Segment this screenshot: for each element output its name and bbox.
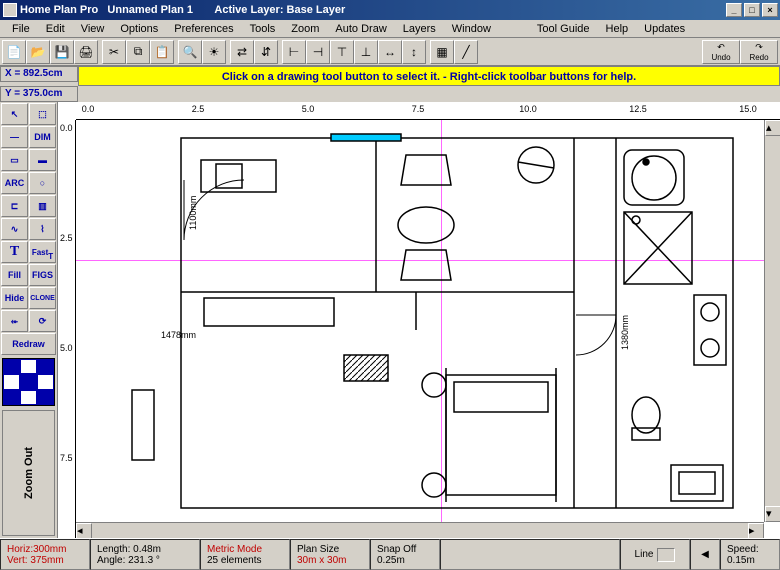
status-speed: 0.15m xyxy=(727,555,773,566)
align-m-button[interactable]: ↔ xyxy=(378,40,402,64)
menu-toolguide[interactable]: Tool Guide xyxy=(529,21,598,37)
ruler-vertical: 0.0 2.5 5.0 7.5 xyxy=(58,120,76,538)
menu-options[interactable]: Options xyxy=(112,21,166,37)
scroll-right-button[interactable]: ▸ xyxy=(748,523,764,538)
redraw-button[interactable]: Redraw xyxy=(1,333,56,355)
tool-text[interactable]: T xyxy=(1,241,28,263)
hint-bar: Click on a drawing tool button to select… xyxy=(78,66,780,86)
tool-hide[interactable]: Hide xyxy=(1,287,28,309)
redo-button[interactable]: ↷Redo xyxy=(740,40,778,64)
tool-fast-text[interactable]: FastT xyxy=(29,241,56,263)
floorplan-svg: 1100mm 1478mm 1380mm xyxy=(76,120,776,538)
scrollbar-horizontal[interactable]: ◂ ▸ xyxy=(76,522,764,538)
cut-button[interactable]: ✂ xyxy=(102,40,126,64)
dim-label-3: 1380mm xyxy=(620,315,630,350)
tool-misc-1[interactable]: ⬰ xyxy=(1,310,28,332)
tool-rect-fill[interactable]: ▬ xyxy=(29,149,56,171)
status-elements: 25 elements xyxy=(207,555,283,566)
tool-dim[interactable]: DIM xyxy=(29,126,56,148)
tool-line[interactable]: — xyxy=(1,126,28,148)
find-button[interactable]: 🔍 xyxy=(178,40,202,64)
menu-tools[interactable]: Tools xyxy=(242,21,284,37)
main-toolbar: 📄 📂 💾 🖨 ✂ ⧉ 📋 🔍 ☀ ⇄ ⇵ ⊢ ⊣ ⊤ ⊥ ↔ ↕ ▦ ╱ ↶U… xyxy=(0,38,780,66)
menu-bar: File Edit View Options Preferences Tools… xyxy=(0,20,780,38)
flip-v-button[interactable]: ⇵ xyxy=(254,40,278,64)
maximize-button[interactable]: □ xyxy=(744,3,760,17)
scroll-down-button[interactable]: ▾ xyxy=(765,506,780,522)
left-toolbox: ↖ ⬚ — DIM ▭ ▬ ARC ○ ⊏ ▥ ∿ ⌇ T FastT Fill… xyxy=(0,102,58,538)
zoom-out-button[interactable]: Zoom Out xyxy=(2,410,55,536)
tool-window[interactable]: ▥ xyxy=(29,195,56,217)
grid-button[interactable]: ▦ xyxy=(430,40,454,64)
status-bar: Horiz:300mm Vert: 375mm Length: 0.48m An… xyxy=(0,538,780,570)
dim-label-1: 1100mm xyxy=(188,196,198,230)
status-mode: Metric Mode xyxy=(207,544,283,555)
tool-rect[interactable]: ▭ xyxy=(1,149,28,171)
tool-misc-2[interactable]: ⟳ xyxy=(29,310,56,332)
slider-left-icon[interactable]: ◀ xyxy=(701,549,709,560)
misc-button[interactable]: ╱ xyxy=(454,40,478,64)
status-horiz: Horiz:300mm xyxy=(7,544,83,555)
menu-updates[interactable]: Updates xyxy=(636,21,693,37)
tool-preview-box xyxy=(657,548,675,562)
menu-view[interactable]: View xyxy=(73,21,113,37)
zoom-button[interactable]: ☀ xyxy=(202,40,226,64)
align-c-button[interactable]: ⊣ xyxy=(306,40,330,64)
scrollbar-vertical[interactable]: ▴ ▾ xyxy=(764,120,780,522)
drawing-canvas[interactable]: 0.0 2.5 5.0 7.5 10.0 12.5 15.0 0.0 2.5 5… xyxy=(58,102,780,538)
status-snap: Snap Off xyxy=(377,544,433,555)
print-button[interactable]: 🖨 xyxy=(74,40,98,64)
status-tool: Line xyxy=(635,549,654,560)
open-button[interactable]: 📂 xyxy=(26,40,50,64)
menu-layers[interactable]: Layers xyxy=(395,21,444,37)
tool-clone[interactable]: CLONE xyxy=(29,287,56,309)
align-r-button[interactable]: ⊤ xyxy=(330,40,354,64)
title-bar: Home Plan Pro Unnamed Plan 1 Active Laye… xyxy=(0,0,780,20)
tool-wall[interactable]: ∿ xyxy=(1,218,28,240)
menu-preferences[interactable]: Preferences xyxy=(166,21,241,37)
coord-y: Y = 375.0cm xyxy=(0,86,78,102)
scroll-left-button[interactable]: ◂ xyxy=(76,523,92,538)
align-b-button[interactable]: ↕ xyxy=(402,40,426,64)
tool-fill[interactable]: Fill xyxy=(1,264,28,286)
close-button[interactable]: × xyxy=(762,3,778,17)
status-plansize-label: Plan Size xyxy=(297,544,363,555)
tool-select-box[interactable]: ⬚ xyxy=(29,103,56,125)
minimize-button[interactable]: _ xyxy=(726,3,742,17)
align-l-button[interactable]: ⊢ xyxy=(282,40,306,64)
scroll-up-button[interactable]: ▴ xyxy=(765,120,780,136)
pattern-preview[interactable] xyxy=(2,358,55,406)
status-length: Length: 0.48m xyxy=(97,544,193,555)
paste-button[interactable]: 📋 xyxy=(150,40,174,64)
tool-arc[interactable]: ARC xyxy=(1,172,28,194)
coord-x: X = 892.5cm xyxy=(0,66,78,82)
title-app: Home Plan Pro Unnamed Plan 1 Active Laye… xyxy=(2,4,345,16)
menu-zoom[interactable]: Zoom xyxy=(283,21,327,37)
status-snapval: 0.25m xyxy=(377,555,433,566)
app-icon xyxy=(3,3,17,17)
align-t-button[interactable]: ⊥ xyxy=(354,40,378,64)
status-vert: Vert: 375mm xyxy=(7,555,83,566)
menu-autodraw[interactable]: Auto Draw xyxy=(327,21,394,37)
tool-figs[interactable]: FIGS xyxy=(29,264,56,286)
menu-help[interactable]: Help xyxy=(598,21,637,37)
tool-circle[interactable]: ○ xyxy=(29,172,56,194)
dim-label-2: 1478mm xyxy=(161,330,196,340)
status-plansize: 30m x 30m xyxy=(297,555,363,566)
tool-select-arrow[interactable]: ↖ xyxy=(1,103,28,125)
save-button[interactable]: 💾 xyxy=(50,40,74,64)
copy-button[interactable]: ⧉ xyxy=(126,40,150,64)
new-button[interactable]: 📄 xyxy=(2,40,26,64)
ruler-horizontal: 0.0 2.5 5.0 7.5 10.0 12.5 15.0 xyxy=(76,102,780,120)
status-angle: Angle: 231.3 ° xyxy=(97,555,193,566)
menu-window[interactable]: Window xyxy=(444,21,499,37)
status-speed-label: Speed: xyxy=(727,544,773,555)
flip-h-button[interactable]: ⇄ xyxy=(230,40,254,64)
tool-door[interactable]: ⊏ xyxy=(1,195,28,217)
menu-file[interactable]: File xyxy=(4,21,38,37)
menu-edit[interactable]: Edit xyxy=(38,21,73,37)
undo-button[interactable]: ↶Undo xyxy=(702,40,740,64)
tool-curve[interactable]: ⌇ xyxy=(29,218,56,240)
